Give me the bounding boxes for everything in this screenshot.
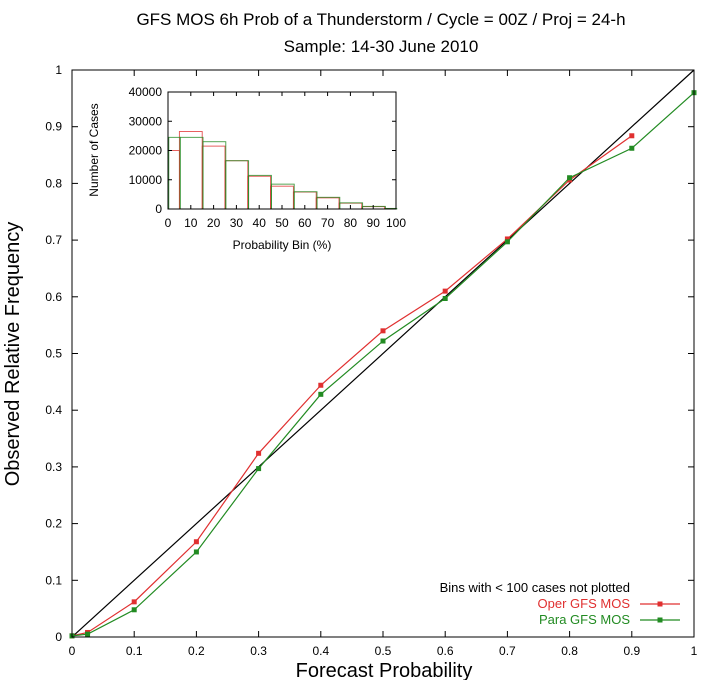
inset-x-axis-label: Probability Bin (%): [233, 238, 332, 252]
main-y-tick-label: 1: [55, 63, 62, 77]
inset-x-tick-label: 10: [184, 216, 198, 230]
inset-x-tick-labels: 0 10 20 30 40 50 60 70 80 90 100: [165, 92, 406, 230]
data-point-para-gfs-mos: [193, 549, 199, 555]
data-point-oper-gfs-mos: [380, 328, 386, 334]
data-point-oper-gfs-mos: [442, 288, 448, 294]
inset-x-tick-label: 50: [275, 216, 289, 230]
data-point-oper-gfs-mos: [256, 450, 262, 456]
legend-swatch-marker-oper-gfs-mos: [657, 601, 663, 607]
inset-x-tick-label: 60: [298, 216, 312, 230]
legend-swatch-marker-para-gfs-mos: [657, 617, 663, 623]
data-point-oper-gfs-mos: [318, 382, 324, 388]
inset-y-tick-label: 10000: [129, 173, 163, 187]
main-y-tick-label: 0.9: [45, 120, 62, 134]
data-point-para-gfs-mos: [256, 466, 262, 472]
data-point-para-gfs-mos: [131, 607, 137, 613]
data-point-para-gfs-mos: [442, 296, 448, 302]
main-x-tick-label: 0.5: [375, 644, 392, 658]
main-y-tick-label: 0.1: [45, 573, 62, 587]
perfect-reliability-line: [71, 69, 695, 638]
data-point-oper-gfs-mos: [131, 599, 137, 605]
inset-y-tick-label: 0: [155, 202, 162, 216]
data-point-oper-gfs-mos: [504, 236, 510, 242]
inset-y-tick-label: 20000: [129, 144, 163, 158]
data-point-oper-gfs-mos: [193, 539, 199, 545]
inset-x-tick-label: 40: [253, 216, 267, 230]
series-line-para-gfs-mos: [71, 92, 695, 637]
main-y-tick-labels: 0 0.1 0.2 0.3 0.4 0.5 0.6 0.7 0.8 0.9 1: [45, 63, 62, 644]
data-point-para-gfs-mos: [380, 338, 386, 344]
data-point-para-gfs-mos: [567, 175, 573, 181]
bins-note: Bins with < 100 cases not plotted: [440, 580, 630, 595]
main-x-tick-label: 0.8: [561, 644, 578, 658]
main-y-tick-label: 0.3: [45, 460, 62, 474]
data-point-para-gfs-mos: [504, 239, 510, 245]
main-y-tick-label: 0.4: [45, 403, 62, 417]
main-y-tick-label: 0.7: [45, 233, 62, 247]
legend-label-para-gfs-mos: Para GFS MOS: [539, 612, 630, 627]
main-y-axis-label: Observed Relative Frequency: [2, 222, 24, 487]
inset-y-tick-label: 30000: [129, 114, 163, 128]
main-x-tick-label: 0.9: [623, 644, 640, 658]
main-x-tick-label: 0.4: [312, 644, 329, 658]
main-x-tick-label: 0.2: [188, 644, 205, 658]
inset-x-tick-label: 80: [344, 216, 358, 230]
main-x-tick-labels: 0 0.1 0.2 0.3 0.4 0.5 0.6 0.7 0.8 0.9 1: [69, 644, 698, 658]
inset-y-tick-label: 40000: [129, 85, 163, 99]
main-x-tick-label: 0.7: [499, 644, 516, 658]
inset-x-tick-label: 20: [207, 216, 221, 230]
main-y-tick-label: 0.6: [45, 290, 62, 304]
data-point-para-gfs-mos: [318, 391, 324, 397]
chart-title-line2: Sample: 14-30 June 2010: [284, 37, 479, 56]
main-y-tick-label: 0.2: [45, 517, 62, 531]
main-x-tick-label: 0.3: [250, 644, 267, 658]
data-point-para-gfs-mos: [629, 145, 635, 151]
main-x-tick-label: 0.1: [126, 644, 143, 658]
inset-x-tick-label: 90: [367, 216, 381, 230]
legend-label-oper-gfs-mos: Oper GFS MOS: [538, 596, 631, 611]
main-x-tick-label: 0.6: [437, 644, 454, 658]
inset-x-tick-label: 0: [165, 216, 172, 230]
inset-x-tick-label: 100: [386, 216, 406, 230]
data-point-para-gfs-mos: [85, 631, 91, 637]
inset-x-tick-label: 70: [321, 216, 335, 230]
main-x-axis-label: Forecast Probability: [296, 660, 473, 680]
data-point-oper-gfs-mos: [629, 133, 635, 139]
main-series-group: [69, 90, 697, 639]
main-y-tick-label: 0: [55, 630, 62, 644]
main-x-tick-label: 0: [69, 644, 76, 658]
chart-title-line1: GFS MOS 6h Prob of a Thunderstorm / Cycl…: [136, 10, 625, 29]
inset-y-axis-label: Number of Cases: [87, 103, 101, 196]
main-y-tick-label: 0.5: [45, 347, 62, 361]
main-plot-frame: [71, 69, 695, 638]
inset-y-tick-labels: 0 10000 20000 30000 40000: [129, 85, 396, 216]
inset-x-tick-label: 30: [230, 216, 244, 230]
main-y-tick-label: 0.8: [45, 176, 62, 190]
inset-background: [168, 92, 396, 209]
main-x-tick-label: 1: [691, 644, 698, 658]
